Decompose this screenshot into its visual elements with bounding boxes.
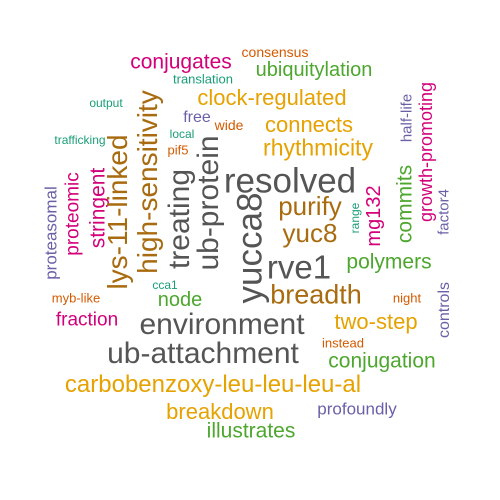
word-high-sensitivity: high-sensitivity bbox=[132, 90, 163, 274]
word-pif5: pif5 bbox=[167, 142, 189, 158]
word-range: range bbox=[348, 202, 362, 234]
word-local: local bbox=[169, 127, 195, 141]
word-breakdown: breakdown bbox=[166, 399, 274, 424]
word-two-step: two-step bbox=[334, 309, 418, 334]
word-treating: treating bbox=[163, 168, 196, 270]
word-rve1: rve1 bbox=[266, 248, 332, 286]
word-instead: instead bbox=[322, 335, 364, 351]
word-proteasomal: proteasomal bbox=[41, 186, 61, 280]
word-output: output bbox=[89, 96, 123, 110]
word-commits: commits bbox=[393, 164, 417, 244]
word-resolved: resolved bbox=[223, 161, 357, 201]
word-ub-protein: ub-protein bbox=[192, 135, 225, 271]
word-clock-regulated: clock-regulated bbox=[197, 85, 347, 110]
word-cca1: cca1 bbox=[152, 278, 178, 292]
word-ub-attachment: ub-attachment bbox=[107, 337, 299, 370]
word-ubiquitylation: ubiquitylation bbox=[255, 59, 373, 81]
word-environment: environment bbox=[139, 308, 305, 341]
word-night: night bbox=[392, 290, 422, 306]
word-profoundly: profoundly bbox=[317, 399, 397, 419]
word-proteomic: proteomic bbox=[62, 172, 84, 256]
word-trafficking: trafficking bbox=[54, 133, 106, 147]
word-growth-promoting: growth-promoting bbox=[416, 81, 436, 223]
word-translation: translation bbox=[173, 71, 233, 87]
word-connects: connects bbox=[264, 112, 354, 137]
word-polymers: polymers bbox=[346, 250, 432, 274]
word-free: free bbox=[183, 109, 211, 126]
word-rhythmicity: rhythmicity bbox=[263, 134, 373, 161]
word-yucca8: yucca8 bbox=[230, 192, 270, 304]
word-mg132: mg132 bbox=[363, 185, 385, 247]
word-wide: wide bbox=[214, 117, 244, 133]
word-illustrates: illustrates bbox=[206, 419, 296, 443]
word-yuc8: yuc8 bbox=[282, 218, 338, 248]
word-fraction: fraction bbox=[55, 309, 119, 331]
word-carbobenzoxy-leu-leu-leu-al: carbobenzoxy-leu-leu-leu-al bbox=[64, 371, 362, 398]
word-myb-like: myb-like bbox=[51, 290, 101, 306]
word-half-life: half-life bbox=[398, 93, 416, 143]
word-purify: purify bbox=[278, 191, 342, 221]
word-factor4: factor4 bbox=[435, 189, 453, 235]
word-consensus: consensus bbox=[241, 44, 309, 60]
word-node: node bbox=[157, 289, 203, 311]
word-breadth: breadth bbox=[270, 279, 362, 310]
word-conjugation: conjugation bbox=[328, 349, 436, 373]
word-conjugates: conjugates bbox=[130, 50, 232, 74]
word-controls: controls bbox=[436, 281, 453, 339]
word-lys-11-linked: lys-11-linked bbox=[102, 134, 133, 290]
